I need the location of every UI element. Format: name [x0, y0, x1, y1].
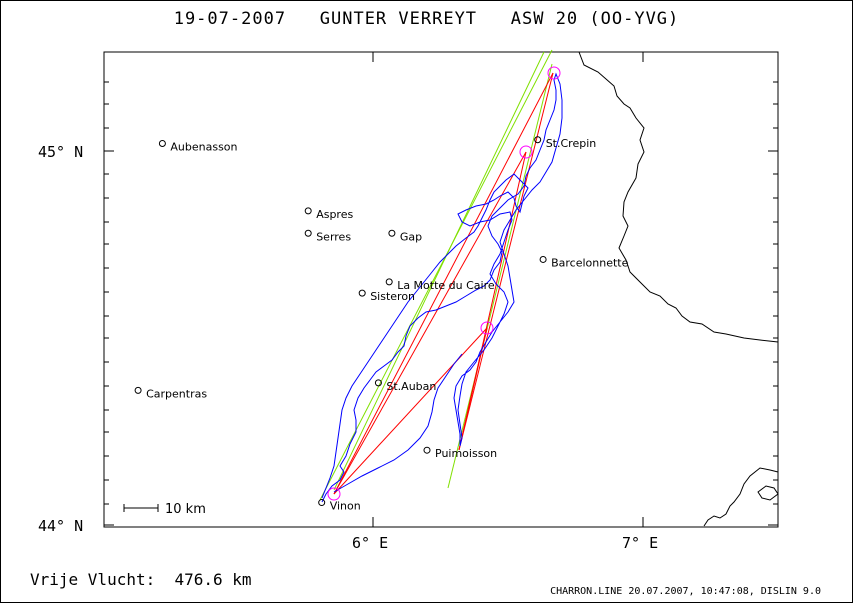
- task-legs: [333, 72, 554, 495]
- free-flight-distance: Vrije Vlucht: 476.6 km: [30, 570, 252, 589]
- place-label: Sisteron: [370, 290, 415, 303]
- sector-line: [319, 49, 553, 501]
- place-label: Serres: [316, 230, 351, 243]
- place-label: Barcelonnette: [551, 256, 629, 269]
- place-marker: [388, 229, 396, 237]
- x-tick-label: 6° E: [352, 534, 388, 552]
- place-marker: [304, 207, 312, 215]
- place-marker: [385, 278, 393, 286]
- turnpoint-circle: [519, 145, 533, 159]
- place-label: La Motte du Caire: [397, 279, 495, 292]
- task-leg: [333, 327, 488, 495]
- place-marker: [534, 136, 542, 144]
- place-label: Gap: [400, 230, 422, 243]
- place-marker: [134, 386, 142, 394]
- place-label: St.Crepin: [546, 137, 597, 150]
- place-label: Carpentras: [146, 387, 207, 400]
- place-marker: [358, 289, 366, 297]
- place-marker: [318, 499, 326, 507]
- place-marker: [158, 140, 166, 148]
- place-marker: [304, 229, 312, 237]
- place-marker: [539, 255, 547, 263]
- border-line: [578, 51, 779, 343]
- y-tick-label: 44° N: [38, 517, 83, 535]
- flight-title: 19-07-2007 GUNTER VERREYT ASW 20 (OO-YVG…: [173, 9, 680, 29]
- flight-track-south: [333, 353, 463, 493]
- task-leg: [333, 151, 527, 495]
- place-label: St.Auban: [386, 380, 436, 393]
- turnpoint-circle: [547, 66, 561, 80]
- sector-line: [447, 63, 553, 489]
- x-tick-label: 7° E: [622, 534, 658, 552]
- place-label: Aspres: [316, 208, 353, 221]
- footer-info: CHARRON.LINE 20.07.2007, 10:47:08, DISLI…: [550, 586, 821, 597]
- scale-bar: [123, 504, 159, 512]
- places: Aubenasson Aspres Serres Gap St.Crepin Barcel…: [134, 136, 629, 513]
- place-label: Puimoisson: [435, 447, 497, 460]
- task-leg: [333, 72, 554, 495]
- scale-bar-label: 10 km: [165, 502, 206, 517]
- place-label: Vinon: [330, 500, 361, 513]
- plot-area: [103, 51, 779, 528]
- place-marker: [374, 379, 382, 387]
- turnpoints: [327, 66, 561, 501]
- sector-lines: [319, 49, 553, 501]
- sector-line: [333, 51, 545, 491]
- turnpoint-circle: [327, 487, 341, 501]
- task-leg: [458, 327, 488, 451]
- coastline: [703, 467, 779, 527]
- coastline-islet: [757, 485, 779, 501]
- flight-track: [321, 72, 563, 503]
- turnpoint-circle: [480, 321, 494, 335]
- tick-marks: [104, 52, 778, 527]
- place-marker: [423, 446, 431, 454]
- y-tick-label: 45° N: [38, 143, 83, 161]
- place-label: Aubenasson: [170, 141, 237, 154]
